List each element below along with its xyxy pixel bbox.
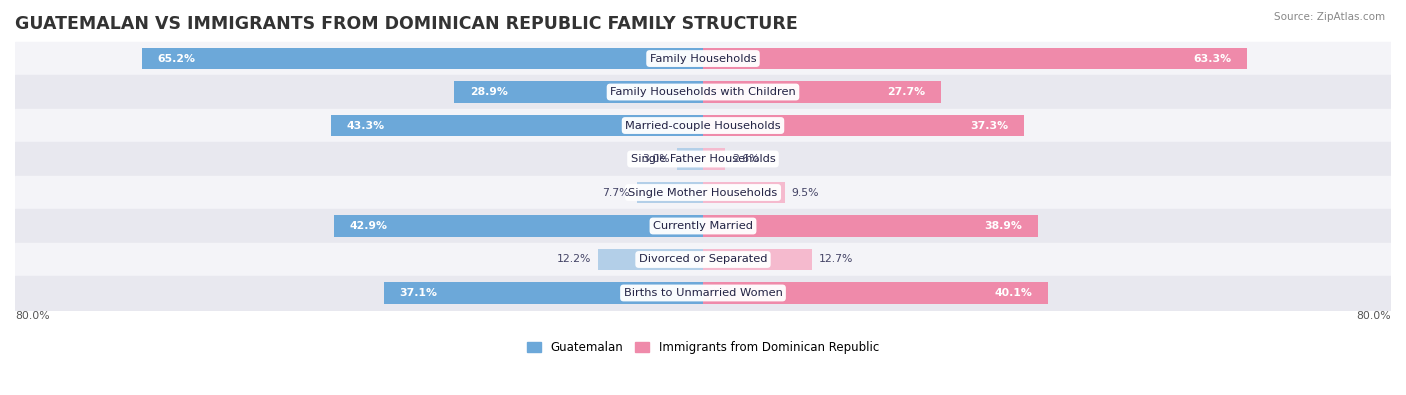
Bar [15,209,1391,243]
Bar [15,276,1391,310]
Text: 28.9%: 28.9% [470,87,508,97]
Text: Single Mother Households: Single Mother Households [628,188,778,198]
Text: 27.7%: 27.7% [887,87,925,97]
Text: 12.2%: 12.2% [557,254,591,265]
Bar [637,182,703,203]
Bar [15,75,1391,109]
Bar [703,48,1247,70]
Text: 3.0%: 3.0% [643,154,671,164]
Bar [454,81,703,103]
Text: 43.3%: 43.3% [346,120,384,130]
Bar [335,215,703,237]
Bar [703,248,813,270]
Bar [678,148,703,170]
Bar [703,282,1047,304]
Text: Single Father Households: Single Father Households [631,154,775,164]
Bar [15,42,1391,75]
Text: 65.2%: 65.2% [157,54,195,64]
Bar [703,215,1038,237]
Bar [598,248,703,270]
Text: 63.3%: 63.3% [1194,54,1232,64]
Bar [703,148,725,170]
Bar [15,243,1391,276]
Text: 37.1%: 37.1% [399,288,437,298]
Text: Divorced or Separated: Divorced or Separated [638,254,768,265]
Text: Married-couple Households: Married-couple Households [626,120,780,130]
Bar [142,48,703,70]
Text: 7.7%: 7.7% [602,188,630,198]
Text: 80.0%: 80.0% [1357,311,1391,322]
Text: 9.5%: 9.5% [792,188,820,198]
Text: Births to Unmarried Women: Births to Unmarried Women [624,288,782,298]
Bar [15,176,1391,209]
Text: Currently Married: Currently Married [652,221,754,231]
Bar [703,182,785,203]
Text: GUATEMALAN VS IMMIGRANTS FROM DOMINICAN REPUBLIC FAMILY STRUCTURE: GUATEMALAN VS IMMIGRANTS FROM DOMINICAN … [15,15,797,33]
Bar [703,81,941,103]
Text: 2.6%: 2.6% [733,154,759,164]
Text: Family Households: Family Households [650,54,756,64]
Bar [330,115,703,136]
Text: 37.3%: 37.3% [970,120,1008,130]
Text: Family Households with Children: Family Households with Children [610,87,796,97]
Text: 38.9%: 38.9% [984,221,1022,231]
Text: 42.9%: 42.9% [350,221,388,231]
Text: 80.0%: 80.0% [15,311,49,322]
Bar [15,142,1391,176]
Text: 12.7%: 12.7% [820,254,853,265]
Legend: Guatemalan, Immigrants from Dominican Republic: Guatemalan, Immigrants from Dominican Re… [527,341,879,354]
Bar [15,109,1391,142]
Bar [703,115,1024,136]
Text: 40.1%: 40.1% [994,288,1032,298]
Text: Source: ZipAtlas.com: Source: ZipAtlas.com [1274,12,1385,22]
Bar [384,282,703,304]
